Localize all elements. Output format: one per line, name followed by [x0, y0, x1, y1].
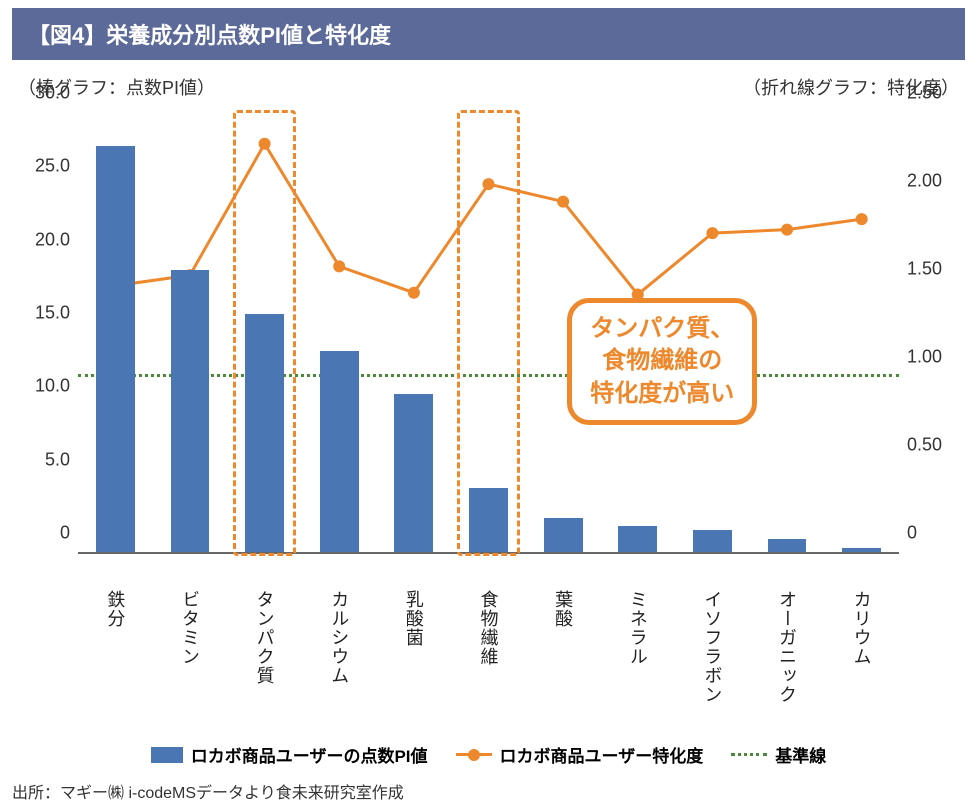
legend-baseline-swatch: [731, 753, 767, 756]
bar: [842, 548, 881, 552]
x-label: カルシウム: [326, 590, 352, 685]
chart-area: 05.010.015.020.025.030.0 00.501.001.502.…: [18, 104, 959, 584]
y-right-tick: 1.00: [907, 347, 942, 368]
legend-bar-swatch: [151, 747, 183, 763]
chart-figure: 【図4】栄養成分別点数PI値と特化度 （棒グラフ：点数PI値） （折れ線グラフ：…: [0, 0, 977, 811]
callout-box: タンパク質、食物繊維の特化度が高い: [567, 298, 757, 425]
bar: [171, 270, 210, 552]
plot-area: タンパク質、食物繊維の特化度が高い: [78, 114, 899, 554]
bar: [320, 351, 359, 552]
x-label: ビタミン: [177, 590, 203, 666]
bar: [693, 530, 732, 552]
line-marker: [333, 260, 345, 272]
legend-baseline: 基準線: [731, 742, 826, 767]
x-label: ミネラル: [625, 590, 651, 666]
y-left-tick: 15.0: [35, 303, 70, 324]
line-marker: [557, 196, 569, 208]
x-label: カリウム: [849, 590, 875, 666]
y-left-tick: 0: [60, 523, 70, 544]
legend-bar-label: ロカボ商品ユーザーの点数PI値: [191, 742, 428, 767]
legend-baseline-label: 基準線: [775, 742, 826, 767]
legend-line-label: ロカボ商品ユーザー特化度: [500, 742, 704, 767]
figure-title: 【図4】栄養成分別点数PI値と特化度: [12, 8, 965, 60]
source-text: 出所：マギー㈱ i-codeMSデータより食未来研究室作成: [12, 779, 965, 803]
y-axis-right: 00.501.001.502.002.50: [899, 114, 959, 554]
y-left-tick: 25.0: [35, 156, 70, 177]
x-label: タンパク質: [252, 590, 278, 685]
line-marker: [408, 287, 420, 299]
y-left-tick: 5.0: [45, 449, 70, 470]
callout-line: タンパク質、: [590, 313, 734, 345]
y-left-tick: 10.0: [35, 376, 70, 397]
x-label: オーガニック: [774, 590, 800, 704]
line-marker: [781, 224, 793, 236]
bar: [96, 146, 135, 552]
line-marker: [706, 227, 718, 239]
x-label: 食物繊維: [476, 590, 502, 666]
y-axis-left: 05.010.015.020.025.030.0: [18, 114, 78, 554]
legend: ロカボ商品ユーザーの点数PI値 ロカボ商品ユーザー特化度 基準線: [12, 742, 965, 767]
legend-line: ロカボ商品ユーザー特化度: [456, 742, 704, 767]
x-label: 乳酸菌: [401, 590, 427, 647]
highlight-box: [233, 110, 296, 556]
y-right-tick: 1.50: [907, 259, 942, 280]
y-left-tick: 30.0: [35, 83, 70, 104]
y-right-tick: 2.00: [907, 171, 942, 192]
bar: [618, 526, 657, 552]
highlight-box: [457, 110, 520, 556]
y-left-tick: 20.0: [35, 229, 70, 250]
x-label: 葉酸: [550, 590, 576, 628]
bar: [768, 539, 807, 552]
callout-line: 食物繊維の: [590, 345, 734, 377]
legend-line-swatch: [456, 753, 492, 756]
y-right-tick: 0: [907, 523, 917, 544]
line-marker: [856, 213, 868, 225]
x-label: イソフラボン: [699, 590, 725, 704]
callout-line: 特化度が高い: [590, 378, 734, 410]
bar: [394, 394, 433, 552]
y-right-tick: 0.50: [907, 435, 942, 456]
legend-bar: ロカボ商品ユーザーの点数PI値: [151, 742, 428, 767]
x-label: 鉄分: [102, 590, 128, 628]
axis-titles-row: （棒グラフ：点数PI値） （折れ線グラフ：特化度）: [12, 74, 965, 104]
bar: [544, 518, 583, 552]
y-right-tick: 2.50: [907, 83, 942, 104]
